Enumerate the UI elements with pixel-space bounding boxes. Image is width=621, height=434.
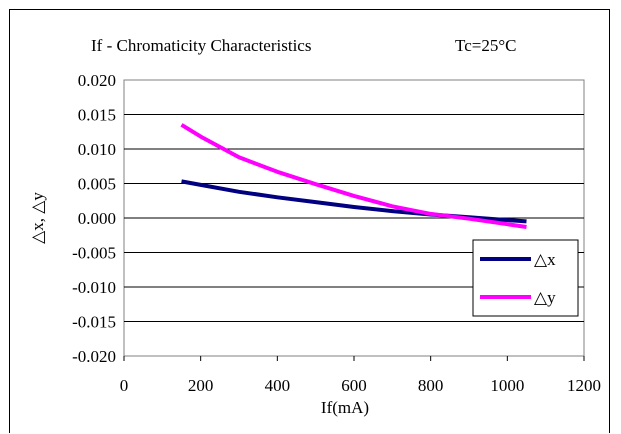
x-tick-label: 1200 <box>567 376 601 395</box>
legend-box <box>472 239 579 317</box>
y-tick-label: 0.005 <box>78 175 116 194</box>
y-tick-label: -0.020 <box>72 347 116 366</box>
y-axis-title: △x, △y <box>28 192 47 244</box>
x-tick-labels: 0 200 400 600 800 1000 1200 <box>120 376 601 395</box>
series-line-dx <box>181 179 527 224</box>
x-axis-ticks <box>123 356 585 361</box>
x-tick-label: 0 <box>120 376 129 395</box>
series-lines <box>180 123 527 229</box>
y-tick-label: -0.010 <box>72 278 116 297</box>
chart-condition: Tc=25°C <box>455 36 516 55</box>
chart-title: If - Chromaticity Characteristics <box>91 36 311 55</box>
x-tick-label: 800 <box>418 376 444 395</box>
x-tick-label: 400 <box>265 376 291 395</box>
series-line-dy <box>180 123 527 229</box>
x-tick-label: 1000 <box>490 376 524 395</box>
y-tick-label: -0.015 <box>72 313 116 332</box>
legend-label: △y <box>534 288 556 307</box>
legend: △x △y <box>472 239 579 317</box>
legend-label: △x <box>534 250 556 269</box>
x-tick-label: 600 <box>341 376 367 395</box>
y-tick-label: 0.000 <box>78 209 116 228</box>
x-axis-title: If(mA) <box>321 398 369 417</box>
y-tick-labels: 0.020 0.015 0.010 0.005 0.000 -0.005 -0.010 -0.… <box>72 71 116 366</box>
y-tick-label: 0.020 <box>78 71 116 90</box>
y-tick-label: 0.015 <box>78 106 116 125</box>
y-tick-label: -0.005 <box>72 244 116 263</box>
x-tick-label: 200 <box>188 376 214 395</box>
y-tick-label: 0.010 <box>78 140 116 159</box>
